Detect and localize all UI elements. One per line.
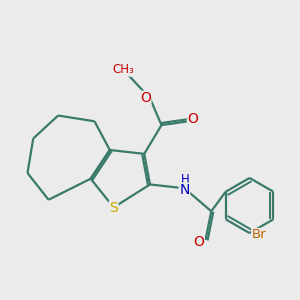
Text: CH₃: CH₃	[112, 63, 134, 76]
Text: O: O	[193, 235, 204, 249]
Text: Br: Br	[252, 229, 266, 242]
Text: H: H	[181, 173, 190, 186]
Text: O: O	[188, 112, 198, 126]
Text: O: O	[140, 91, 151, 105]
Text: S: S	[109, 201, 118, 215]
Text: N: N	[179, 183, 190, 197]
